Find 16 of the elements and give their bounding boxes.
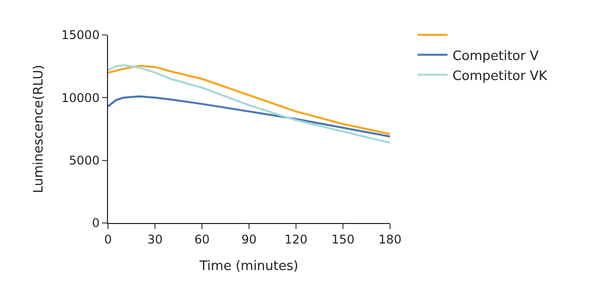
y-tick-label: 10000: [61, 90, 100, 105]
x-tick-label: 120: [284, 232, 308, 246]
x-tick-label: 0: [104, 232, 112, 246]
x-tick-label: 60: [194, 232, 210, 246]
x-axis-title: Time (minutes): [198, 259, 298, 274]
x-tick-label: 90: [241, 232, 257, 246]
y-tick-label: 15000: [61, 28, 100, 42]
legend-label: Competitor VK: [452, 68, 548, 84]
y-tick-label: 0: [92, 216, 100, 230]
y-axis-title: Luminescence(RLU): [31, 64, 46, 194]
x-tick-label: 30: [147, 232, 163, 246]
line-series: [108, 95, 390, 138]
legend-label: Competitor V: [452, 48, 539, 64]
x-tick-label: 150: [332, 232, 354, 246]
y-tick-label: 5000: [69, 154, 100, 168]
x-tick-label: 180: [378, 232, 402, 246]
